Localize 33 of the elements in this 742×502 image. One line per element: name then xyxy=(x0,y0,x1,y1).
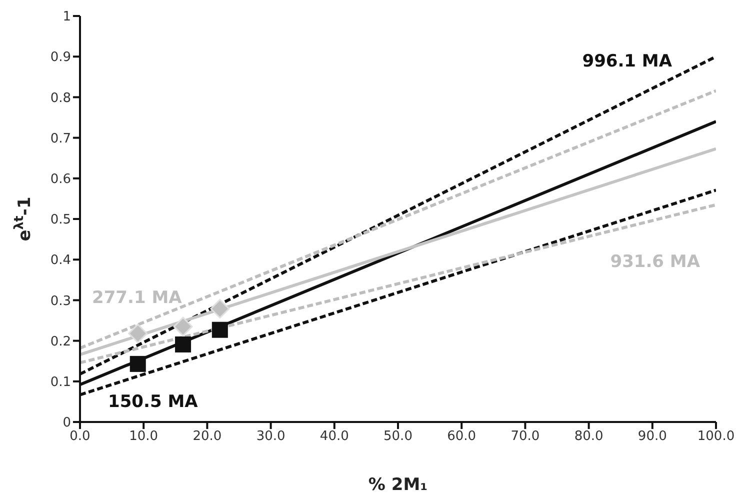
series-label: 996.1 MA xyxy=(582,52,673,72)
y-tick-label: 0.4 xyxy=(50,253,71,268)
x-tick-label: 90.0 xyxy=(638,429,667,444)
point xyxy=(210,298,230,318)
x-tick-label: 50.0 xyxy=(384,429,412,444)
x-tick-label: 80.0 xyxy=(574,429,604,444)
y-tick-label: 0.7 xyxy=(50,131,71,146)
y-tick-label: 0.5 xyxy=(50,212,71,228)
x-tick-label: 0.0 xyxy=(70,429,90,444)
point xyxy=(212,322,228,338)
x-tick-label: 10.0 xyxy=(129,429,158,444)
x-tick-label: 70.0 xyxy=(510,429,540,444)
y-tick-label: 0.3 xyxy=(50,294,71,309)
y-tick-label: 0 xyxy=(62,416,71,431)
y-tick-label: 0.2 xyxy=(50,334,71,350)
series-label: 150.5 MA xyxy=(108,392,199,412)
point xyxy=(128,324,148,344)
x-axis-title: % 2M₁ xyxy=(368,475,428,495)
y-tick-label: 0.6 xyxy=(50,172,71,188)
x-tick-label: 30.0 xyxy=(256,429,286,444)
series-label: 931.6 MA xyxy=(610,252,701,272)
y-tick-label: 1 xyxy=(62,10,71,25)
x-tick-label: 100.0 xyxy=(697,429,735,444)
series-label: 277.1 MA xyxy=(92,288,183,308)
y-tick-label: 0.9 xyxy=(50,50,71,66)
y-tick-label: 0.8 xyxy=(50,90,71,106)
point xyxy=(130,356,146,372)
point xyxy=(175,336,192,352)
y-tick-label: 0.1 xyxy=(50,375,71,390)
point xyxy=(173,316,193,336)
x-tick-label: 60.0 xyxy=(447,429,476,444)
x-tick-label: 20.0 xyxy=(192,429,222,444)
x-tick-label: 40.0 xyxy=(320,429,349,444)
